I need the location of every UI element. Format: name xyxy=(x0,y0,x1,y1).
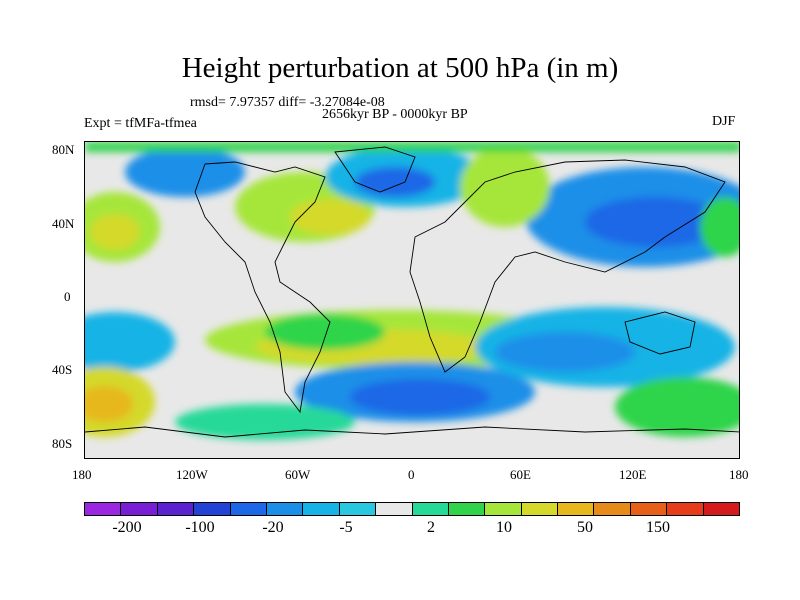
lat-tick: 80S xyxy=(52,436,73,451)
colorbar-swatch xyxy=(194,503,231,515)
experiment-label: Expt = tfMFa-tfmea xyxy=(84,116,197,131)
lon-tick: 120W xyxy=(176,467,208,482)
lon-tick: 60W xyxy=(285,467,311,482)
period-text: 2656kyr BP - 0000kyr BP xyxy=(322,107,468,122)
lat-tick: 40S xyxy=(52,362,73,377)
lon-tick: 180 xyxy=(72,467,92,482)
lon-tick: 60E xyxy=(510,467,531,482)
colorbar-label: 10 xyxy=(496,519,512,536)
lon-tick: 180 xyxy=(729,467,749,482)
map-panel xyxy=(84,141,740,459)
colorbar-swatch xyxy=(448,503,486,515)
colorbar-swatch xyxy=(485,503,522,515)
colorbar-label: -5 xyxy=(339,519,353,536)
colorbar-swatch xyxy=(703,503,740,515)
colorbar-swatch xyxy=(412,503,449,515)
stats-text: rmsd= 7.97357 diff= -3.27084e-08 xyxy=(190,95,385,110)
colorbar-label: 50 xyxy=(577,519,593,536)
colorbar-swatch xyxy=(230,503,267,515)
colorbar-swatch xyxy=(630,503,668,515)
colorbar-label: -20 xyxy=(262,519,284,536)
lon-tick: 0 xyxy=(408,467,415,482)
colorbar-swatch xyxy=(121,503,158,515)
colorbar-swatch xyxy=(85,503,122,515)
colorbar-swatch xyxy=(157,503,195,515)
lat-tick: 40N xyxy=(52,216,75,231)
colorbar-swatch xyxy=(594,503,631,515)
lon-tick: 120E xyxy=(619,467,647,482)
colorbar-label: 150 xyxy=(646,519,670,536)
season-label: DJF xyxy=(712,114,736,129)
colorbar-swatch xyxy=(303,503,340,515)
colorbar-swatch xyxy=(376,503,413,515)
colorbar-swatch xyxy=(521,503,559,515)
colorbar-swatch xyxy=(558,503,595,515)
coastlines xyxy=(85,146,739,438)
colorbar-label: -200 xyxy=(112,519,142,536)
contour-field xyxy=(85,142,739,458)
lat-tick: 0 xyxy=(64,289,71,304)
colorbar-label: 2 xyxy=(427,519,435,536)
colorbar xyxy=(84,502,740,516)
map-title: Height perturbation at 500 hPa (in m) xyxy=(181,52,619,84)
colorbar-swatch xyxy=(266,503,304,515)
lat-tick: 80N xyxy=(52,142,75,157)
colorbar-swatch xyxy=(667,503,704,515)
colorbar-label: -100 xyxy=(185,519,215,536)
colorbar-swatch xyxy=(339,503,377,515)
